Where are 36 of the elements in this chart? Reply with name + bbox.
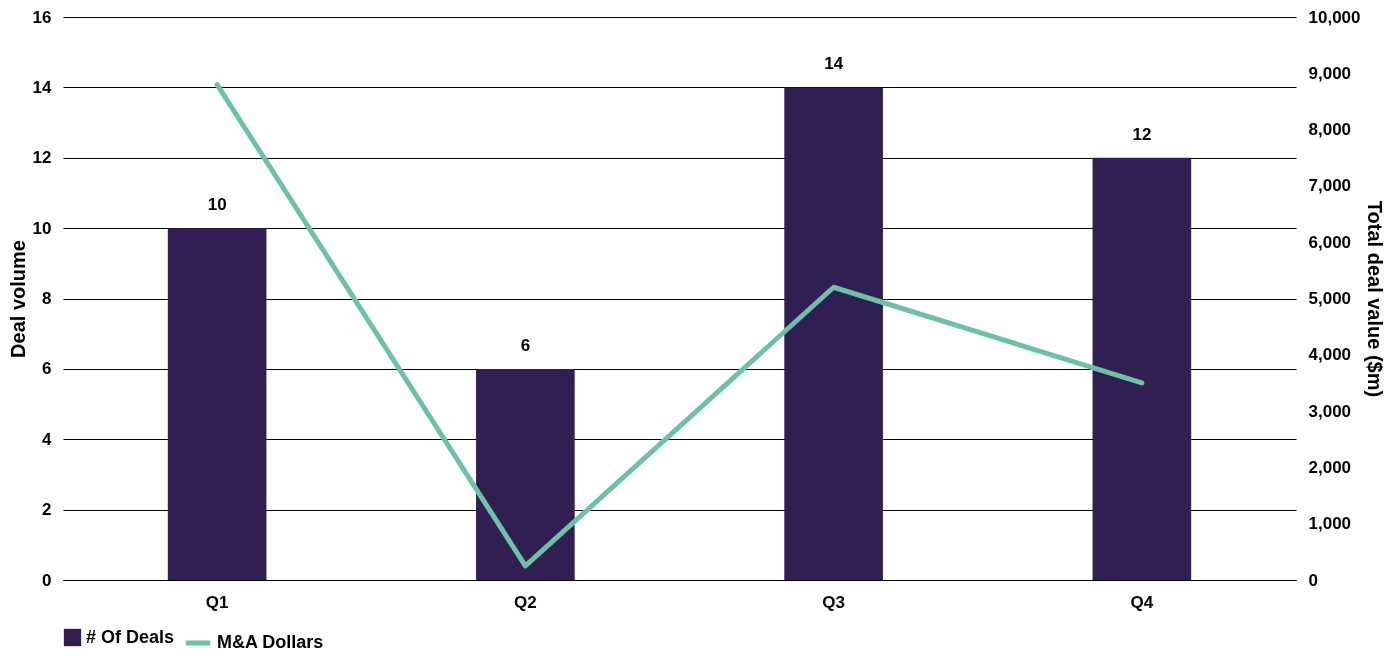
y-tick-label: 10 [32,218,52,238]
y2-tick-label: 10,000 [1308,7,1361,27]
y-tick-label: 12 [32,148,52,168]
x-tick-label: Q3 [822,592,845,612]
y-axis-title: Deal volume [6,240,29,358]
y2-tick-label: 5,000 [1308,289,1352,308]
legend-label: # Of Deals [86,626,175,647]
y2-axis-title: Total deal value ($m) [1364,200,1387,398]
y2-tick-label: 3,000 [1308,401,1352,421]
y-tick-label: 0 [42,570,52,590]
y-tick-label: 14 [32,77,53,97]
data-label: 6 [520,335,531,355]
y-tick-label: 8 [42,289,52,308]
x-tick-label: Q4 [1130,592,1154,612]
bar [167,228,267,580]
x-tick-label: Q1 [205,592,229,612]
y2-tick-label: 6,000 [1308,232,1352,252]
x-tick-label: Q2 [514,592,537,612]
y-tick-label: 6 [42,359,52,379]
y2-tick-label: 1,000 [1308,514,1352,534]
y-tick-label: 4 [42,429,53,449]
bar [1092,157,1192,580]
y2-tick-label: 2,000 [1308,457,1352,477]
y-tick-label: 16 [32,7,52,27]
legend-label: M&A Dollars [217,632,324,652]
y2-tick-label: 8,000 [1308,120,1352,140]
data-label: 12 [1132,124,1152,144]
data-label: 10 [207,195,227,215]
bar [784,87,883,580]
bar [476,368,575,580]
y2-tick-label: 9,000 [1308,63,1352,83]
y2-tick-label: 4,000 [1308,345,1352,365]
y2-tick-label: 0 [1308,570,1318,590]
y2-tick-label: 7,000 [1308,176,1352,196]
y-tick-label: 2 [42,500,52,520]
data-label: 14 [824,54,844,74]
